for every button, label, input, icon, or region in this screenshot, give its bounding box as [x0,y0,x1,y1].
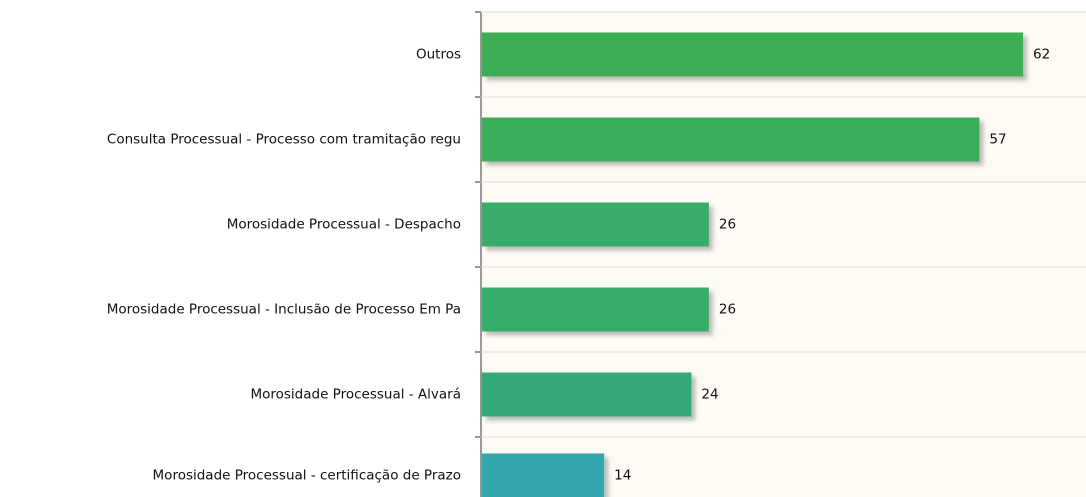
bar [482,32,1023,77]
y-tick-label: Consulta Processual - Processo com trami… [107,132,461,148]
y-tick-label: Morosidade Processual - Alvará [250,387,461,403]
value-label: 14 [614,468,631,484]
value-label: 24 [701,387,718,403]
bar [482,372,692,417]
y-tick-label: Morosidade Processual - certificação de … [153,468,461,484]
value-label: 62 [1033,47,1050,63]
bar [482,202,709,247]
bar [482,117,980,162]
value-label: 26 [719,302,736,318]
value-label: 57 [989,132,1006,148]
y-tick-label: Morosidade Processual - Despacho [227,217,461,233]
plot-area [481,12,1086,497]
bar [482,453,605,497]
value-label: 26 [719,217,736,233]
bar [482,287,709,332]
y-tick-label: Morosidade Processual - Inclusão de Proc… [107,302,461,318]
y-tick-label: Outros [416,47,461,63]
